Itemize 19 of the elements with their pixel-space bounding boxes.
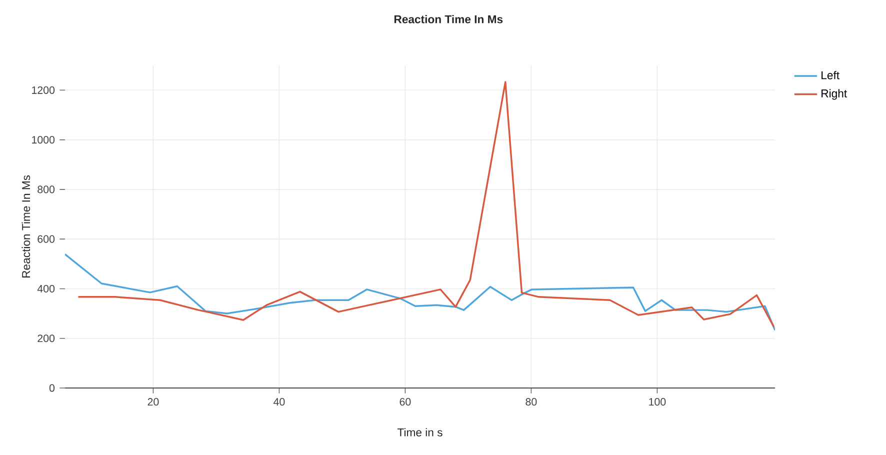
- y-tick-label: 0: [49, 384, 55, 392]
- line-series: [77, 81, 775, 328]
- y-axis-title: Reaction Time In Ms: [22, 175, 30, 278]
- legend-label: Right: [822, 89, 848, 100]
- chart-title: Reaction Time In Ms: [394, 14, 503, 24]
- x-tick-label: 20: [148, 398, 159, 406]
- y-tick-label: 200: [38, 334, 55, 342]
- x-tick-label: 80: [526, 398, 537, 406]
- y-tick-label: 800: [38, 186, 55, 194]
- legend-label: Left: [822, 70, 840, 80]
- line-series: [65, 253, 776, 332]
- x-tick-label: 60: [400, 398, 411, 406]
- x-tick-label: 100: [649, 398, 666, 406]
- x-tick-label: 40: [274, 398, 285, 406]
- y-tick-label: 1200: [32, 86, 55, 94]
- y-tick-label: 600: [38, 235, 55, 243]
- x-axis-title: Time in s: [397, 428, 442, 436]
- y-tick-label: 1000: [32, 136, 55, 144]
- y-tick-label: 400: [37, 284, 55, 292]
